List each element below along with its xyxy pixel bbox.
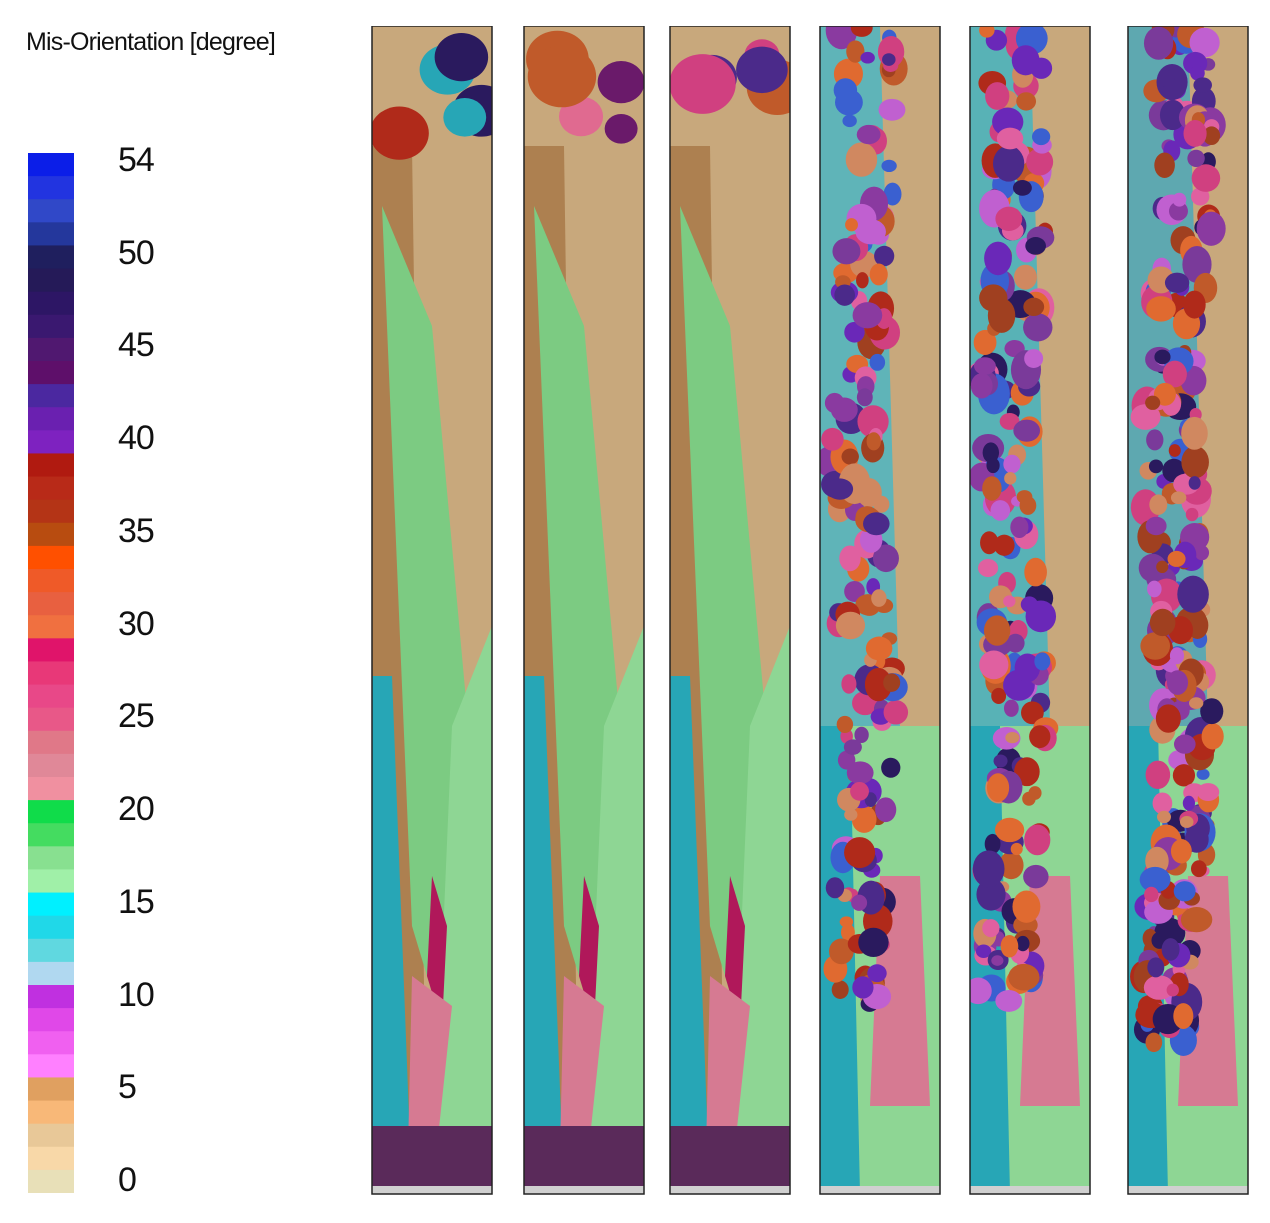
colorbar-swatch (28, 176, 74, 200)
colorbar-swatch (28, 153, 74, 177)
colorbar-swatch (28, 268, 74, 293)
colorbar-swatch (28, 707, 74, 732)
colorbar-tick-label: 45 (118, 326, 155, 365)
colorbar-swatch (28, 1123, 74, 1148)
colorbar-swatch (28, 291, 74, 316)
colorbar-swatch (28, 245, 74, 270)
colorbar-swatch (28, 777, 74, 801)
micrograph-panel-1 (372, 26, 492, 1194)
colorbar-swatch (28, 800, 74, 824)
colorbar-tick-label: 10 (118, 975, 155, 1014)
colorbar-swatch (28, 1169, 74, 1193)
micrograph-panel-5 (970, 26, 1090, 1194)
colorbar-swatch (28, 522, 74, 547)
colorbar-swatch (28, 985, 74, 1009)
colorbar-tick-label: 15 (118, 882, 155, 921)
micrograph-frame (371, 26, 493, 1195)
colorbar-swatch (28, 938, 74, 963)
colorbar-swatch (28, 569, 74, 593)
micrograph-panel-6 (1128, 26, 1248, 1194)
colorbar-swatch (28, 453, 74, 478)
micrograph-frame (819, 26, 941, 1195)
micrograph-panel-3 (670, 26, 790, 1194)
colorbar-swatch (28, 430, 74, 455)
micrograph-frame (669, 26, 791, 1195)
colorbar-tick-label: 25 (118, 697, 155, 736)
colorbar-swatch (28, 222, 74, 247)
colorbar-swatch (28, 915, 74, 940)
colorbar-swatch (28, 337, 74, 362)
colorbar-tick-label: 5 (118, 1068, 137, 1107)
micrograph-frame (1127, 26, 1249, 1195)
micrograph-panel-4 (820, 26, 940, 1194)
colorbar-swatch (28, 869, 74, 894)
colorbar-tick-label: 30 (118, 604, 155, 643)
legend-title: Mis-Orientation [degree] (26, 28, 276, 56)
colorbar-swatch (28, 615, 74, 639)
colorbar-swatch (28, 684, 74, 709)
colorbar-swatch (28, 499, 74, 524)
colorbar-swatch (28, 1054, 74, 1079)
micrograph-panel-2 (524, 26, 644, 1194)
colorbar-swatch (28, 961, 74, 986)
colorbar-tick-label: 35 (118, 511, 155, 550)
colorbar-swatch (28, 730, 74, 755)
colorbar-swatch (28, 661, 74, 686)
colorbar-swatch (28, 638, 74, 663)
colorbar-swatch (28, 1077, 74, 1102)
colorbar-swatch (28, 476, 74, 501)
colorbar-tick-label: 40 (118, 419, 155, 458)
colorbar-tick-label: 20 (118, 790, 155, 829)
colorbar-swatch (28, 384, 74, 408)
colorbar-swatch (28, 314, 74, 339)
colorbar-swatch (28, 407, 74, 431)
colorbar-swatch (28, 1031, 74, 1055)
colorbar-swatch (28, 361, 74, 385)
colorbar-swatch (28, 199, 74, 223)
colorbar-swatch (28, 823, 74, 847)
colorbar-swatch (28, 545, 74, 570)
colorbar-tick-label: 54 (118, 141, 155, 179)
colorbar-swatch (28, 753, 74, 778)
micrograph-frame (523, 26, 645, 1195)
colorbar (28, 153, 74, 1193)
colorbar-swatch (28, 1008, 74, 1032)
colorbar-tick-label: 50 (118, 233, 155, 272)
colorbar-swatch (28, 592, 74, 616)
micrograph-frame (969, 26, 1091, 1195)
colorbar-swatch (28, 1146, 74, 1171)
colorbar-tick-label: 0 (118, 1161, 137, 1199)
colorbar-swatch (28, 892, 74, 917)
colorbar-swatch (28, 1100, 74, 1125)
colorbar-swatch (28, 846, 74, 871)
micrograph-panels (371, 26, 1249, 1195)
